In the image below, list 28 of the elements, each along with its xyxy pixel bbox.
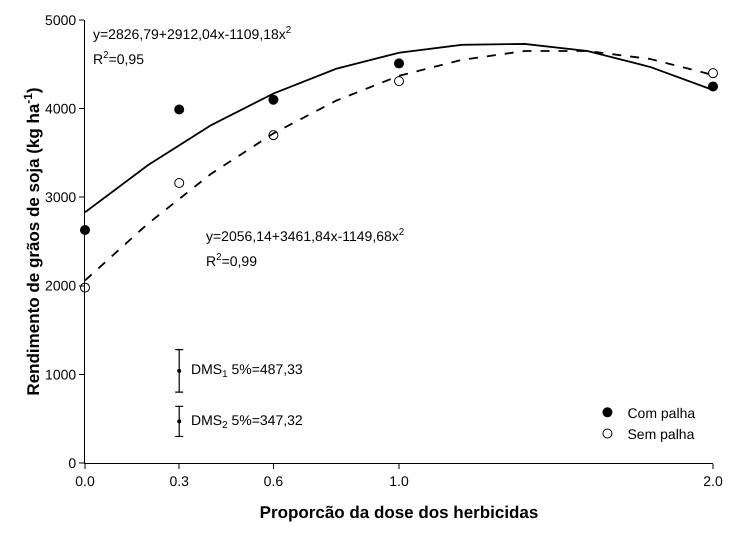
legend-label: Com palha: [627, 404, 696, 421]
x-tick-label: 0.6: [264, 472, 284, 489]
annotation: DMS$_{1}$ 5%=487,33: [191, 361, 303, 380]
annotation: y=2056,14+3461,84x-1149,68x$^{2}$: [206, 227, 404, 244]
y-tick-label: 2000: [45, 278, 76, 294]
y-tick-label: 5000: [45, 12, 76, 28]
y-tick-label: 3000: [45, 189, 76, 206]
legend-label: Sem palha: [627, 426, 695, 442]
point: [174, 104, 184, 114]
point: [177, 368, 182, 373]
annotation: DMS$_{2}$ 5%=347,32: [191, 412, 303, 431]
x-tick-label: 1.0: [389, 472, 409, 489]
point: [394, 58, 404, 68]
annotation: y=2826,79+2912,04x-1109,18x$^{2}$: [93, 25, 292, 42]
x-tick-label: 2.0: [703, 472, 723, 489]
point: [394, 76, 404, 86]
annotation: R$^{2}$=0,99: [206, 252, 258, 269]
x-tick-label: 0.3: [169, 472, 190, 489]
x-tick-label: 0.0: [75, 472, 95, 489]
point: [268, 94, 278, 105]
y-tick-label: 1000: [45, 366, 76, 382]
y-tick-label: 4000: [45, 100, 76, 116]
point: [177, 419, 182, 424]
x-axis-title: Proporcão da dose dos herbicidas: [260, 503, 538, 522]
point: [708, 68, 718, 78]
point: [174, 178, 184, 188]
annotation: R$^{2}$=0,95: [93, 50, 144, 67]
y-tick-label: 0: [68, 454, 76, 471]
